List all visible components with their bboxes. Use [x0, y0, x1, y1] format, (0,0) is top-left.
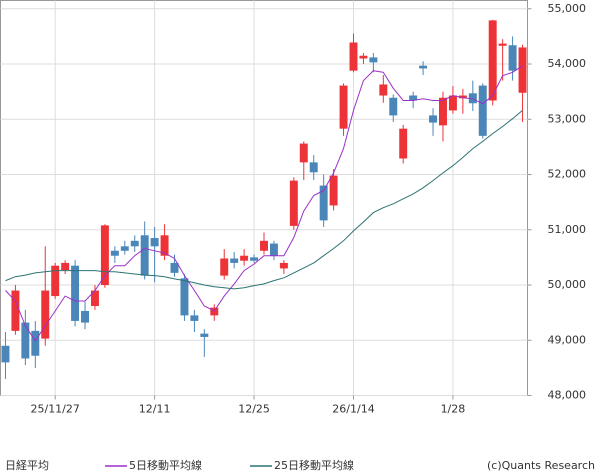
candle-body — [409, 95, 418, 101]
candle-body — [130, 240, 139, 247]
y-tick-label: 53,000 — [548, 112, 587, 125]
ma-line — [5, 65, 523, 342]
candle-body — [379, 84, 388, 96]
candle-body — [31, 330, 40, 356]
candle-body — [1, 345, 10, 363]
candle-body — [369, 57, 378, 63]
candle-body — [498, 43, 507, 46]
y-tick-label: 52,000 — [548, 168, 587, 181]
candle-body — [21, 322, 30, 359]
y-tick-label: 48,000 — [548, 389, 587, 402]
y-tick-label: 51,000 — [548, 223, 587, 236]
candle-body — [319, 185, 328, 221]
candle-body — [250, 257, 259, 261]
candle-body — [349, 42, 358, 71]
candle-body — [299, 143, 308, 163]
candle-body — [429, 115, 438, 123]
candle-body — [100, 225, 109, 286]
candle-body — [289, 180, 298, 226]
x-tick-label: 1/28 — [441, 403, 466, 416]
candle-body — [389, 97, 398, 116]
candle-body — [71, 265, 80, 321]
candle-body — [508, 45, 517, 71]
x-tick-label: 25/11/27 — [30, 403, 79, 416]
legend-label: 5日移動平均線 — [129, 458, 202, 472]
candle-body — [468, 93, 477, 104]
candle-body — [81, 310, 89, 323]
x-tick-label: 12/11 — [139, 403, 171, 416]
y-tick-label: 55,000 — [548, 2, 587, 15]
candle-body — [90, 290, 99, 307]
candle-body — [458, 95, 467, 99]
x-tick-label: 12/25 — [238, 403, 270, 416]
candle-body — [110, 250, 119, 256]
candle-body — [269, 243, 278, 256]
candle-body — [478, 85, 487, 136]
candle-body — [260, 240, 268, 251]
candle-body — [419, 65, 428, 69]
candle-body — [200, 333, 209, 337]
candle-body — [180, 278, 189, 316]
y-tick-label: 54,000 — [548, 57, 587, 70]
candle-body — [359, 55, 368, 59]
plot-area — [0, 0, 528, 396]
candle-body — [279, 262, 288, 269]
credit: (c)Quants Research — [487, 459, 595, 472]
legend-label: 25日移動平均線 — [274, 458, 354, 472]
y-tick-label: 50,000 — [548, 278, 587, 291]
legend-candles: 日経平均 — [5, 459, 49, 472]
candle-body — [399, 128, 408, 159]
candle-body — [309, 162, 318, 173]
candle-body — [220, 258, 229, 276]
candle-body — [190, 315, 199, 321]
candle-body — [61, 262, 70, 271]
y-tick-label: 49,000 — [548, 333, 587, 346]
candle-body — [11, 290, 20, 331]
x-tick-label: 26/1/14 — [332, 403, 374, 416]
candle-body — [170, 262, 179, 273]
candle-body — [140, 235, 149, 276]
candle-body — [51, 265, 60, 297]
candle-body — [339, 85, 348, 129]
candle-body — [518, 47, 527, 93]
candle-body — [230, 258, 239, 263]
candle-body — [488, 20, 497, 101]
candle-body — [160, 235, 169, 256]
candle-body — [439, 97, 447, 126]
candle-body — [329, 175, 338, 206]
candle-body — [150, 238, 159, 247]
candle-body — [120, 246, 129, 251]
candle-body — [41, 290, 50, 339]
ma-line — [5, 110, 523, 290]
candle-body — [240, 255, 249, 261]
candle-body — [448, 95, 457, 111]
